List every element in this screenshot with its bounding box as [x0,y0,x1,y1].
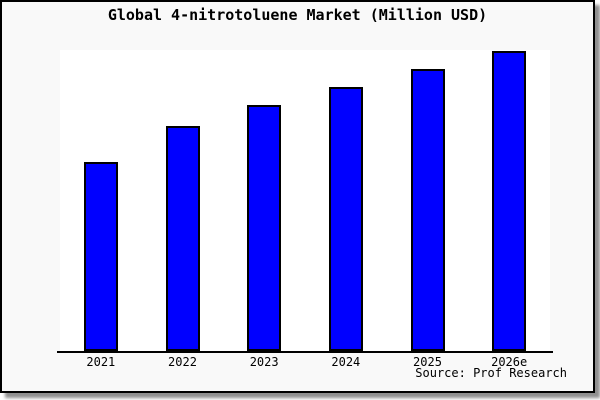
plot-area [60,50,550,351]
x-tick-label-2022: 2022 [168,355,197,369]
bar-2022 [165,126,200,351]
x-tick-label-2026e: 2026e [491,355,528,369]
bar-2025 [410,69,445,351]
chart-title: Global 4-nitrotoluene Market (Million US… [107,6,488,24]
source-credit: Source: Prof Research [415,366,567,380]
x-axis-line [57,351,553,353]
x-axis-labels: 2021 2022 2023 2024 2025 2026e [60,355,550,369]
x-tick-label-2025: 2025 [413,355,442,369]
bar-2026e [492,51,527,351]
bar-2021 [83,162,118,351]
x-tick-label-2021: 2021 [86,355,116,369]
bar-2024 [328,87,363,351]
x-tick-label-2023: 2023 [249,355,279,369]
bar-2023 [247,105,282,351]
x-tick-label-2024: 2024 [331,355,361,369]
chart-frame: Global 4-nitrotoluene Market (Million US… [0,0,595,393]
